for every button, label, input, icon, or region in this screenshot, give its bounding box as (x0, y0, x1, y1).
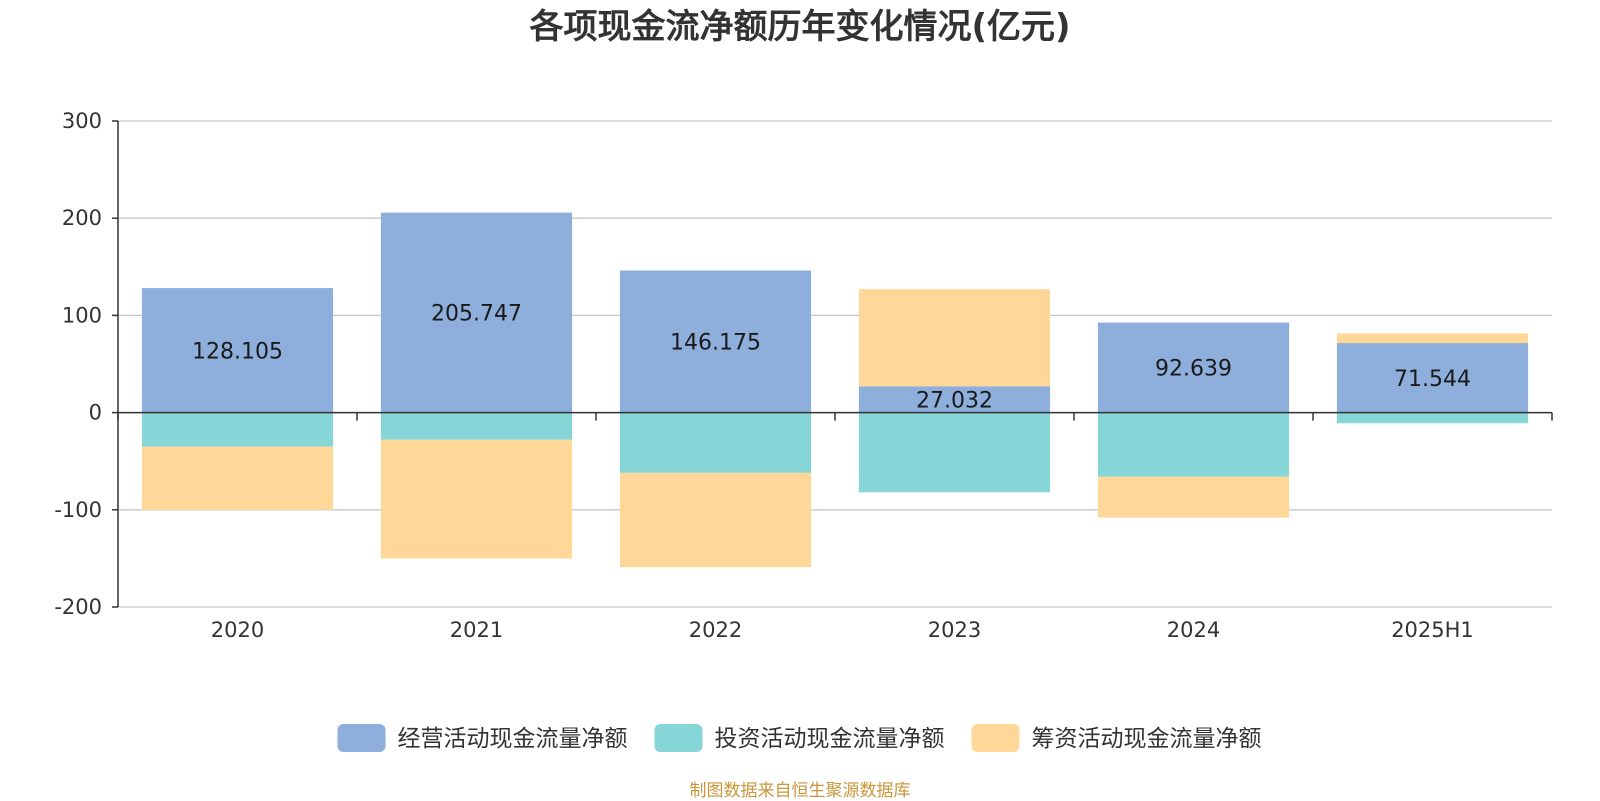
x-tick-label: 2023 (928, 618, 981, 642)
x-tick-label: 2022 (689, 618, 742, 642)
data-label: 71.544 (1394, 367, 1471, 392)
legend-label: 筹资活动现金流量净额 (1032, 726, 1262, 752)
x-tick-label: 2020 (211, 618, 264, 642)
bar-segment (619, 412, 812, 473)
bar-segment (1336, 412, 1529, 424)
data-label: 146.175 (670, 331, 761, 356)
bar-segment (141, 288, 334, 413)
data-label: 128.105 (192, 339, 283, 364)
x-tick-label: 2024 (1167, 618, 1220, 642)
x-tick-label: 2025H1 (1391, 618, 1474, 642)
bar-segment (1097, 476, 1290, 518)
y-tick-label: -200 (54, 595, 102, 619)
legend-swatch (654, 724, 703, 752)
source-note: 制图数据来自恒生聚源数据库 (689, 781, 911, 801)
data-labels: 128.105 205.747 146.175 27.032 92.639 71.544 (192, 302, 1471, 414)
data-label: 92.639 (1155, 357, 1232, 382)
y-tick-label: 300 (62, 109, 102, 133)
data-label: 205.747 (431, 302, 522, 327)
legend-item[interactable]: 筹资活动现金流量净额 (971, 724, 1262, 752)
legend-item[interactable]: 经营活动现金流量净额 (337, 724, 628, 752)
legend[interactable]: 经营活动现金流量净额 投资活动现金流量净额 筹资活动现金流量净额 (337, 724, 1262, 752)
bar-segment (619, 270, 812, 413)
bar-segment (619, 472, 812, 568)
bar-segment (858, 386, 1051, 413)
legend-swatch (337, 724, 386, 752)
bar-segment (380, 439, 573, 559)
bar-segment (1336, 333, 1529, 344)
bar-segment (380, 412, 573, 440)
bar-segment (141, 446, 334, 510)
bar-segment (1097, 412, 1290, 477)
bar-segment (1336, 343, 1529, 413)
bar-segment (141, 412, 334, 447)
legend-swatch (971, 724, 1020, 752)
legend-label: 投资活动现金流量净额 (715, 726, 945, 752)
bar-segment (858, 412, 1051, 493)
bars (141, 212, 1529, 568)
y-tick-label: 100 (62, 303, 102, 327)
data-label: 27.032 (916, 388, 993, 413)
bar-segment (858, 289, 1051, 387)
axes: 300 200 100 0 -100 -200 2020 2021 2022 2023 2024 20… (54, 109, 1553, 642)
y-tick-label: 0 (89, 401, 102, 425)
bar-segment (1097, 322, 1290, 413)
x-tick-label: 2021 (450, 618, 503, 642)
legend-item[interactable]: 投资活动现金流量净额 (654, 724, 945, 752)
legend-label: 经营活动现金流量净额 (398, 726, 628, 752)
chart-title: 各项现金流净额历年变化情况(亿元) (529, 7, 1071, 47)
bar-segment (380, 212, 573, 413)
y-tick-label: -100 (54, 498, 102, 522)
y-tick-label: 200 (62, 206, 102, 230)
